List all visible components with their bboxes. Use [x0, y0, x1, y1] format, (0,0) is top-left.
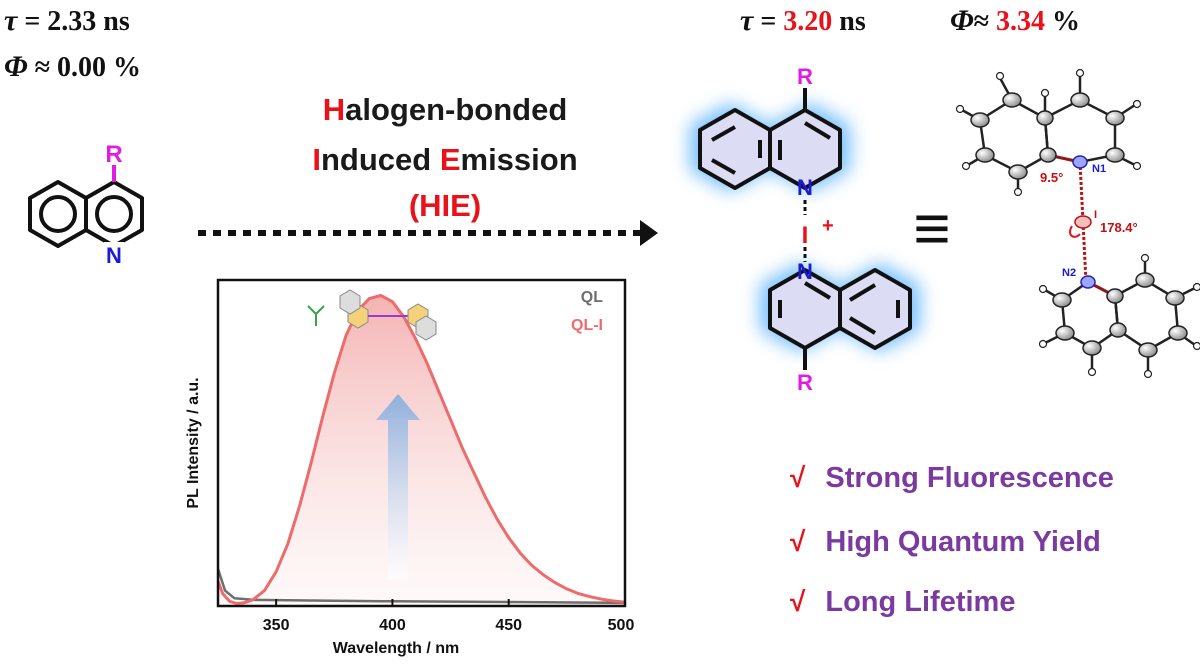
series-ql-i-line — [216, 294, 626, 605]
crystal-i-label: I — [1094, 209, 1097, 221]
dimer-n-bottom: N — [797, 259, 813, 284]
check-icon: √ — [790, 586, 806, 617]
title-initial-e: E — [439, 142, 461, 177]
iodine-label: I — [802, 222, 809, 249]
dimer-bottom-benzene — [838, 268, 912, 350]
tau-equals: = — [753, 6, 784, 37]
check-icon: √ — [790, 462, 806, 493]
feature-label-3: Long Lifetime — [825, 586, 1016, 618]
crystal-angle-2: 178.4° — [1100, 220, 1138, 235]
chart-y-axis-label: PL Intensity / a.u. — [185, 377, 202, 508]
dimer-r-top: R — [797, 64, 813, 89]
crystal-structure — [955, 68, 1200, 379]
monomer-n-label: N — [106, 243, 122, 268]
title-line-2: Induced Emission — [235, 142, 655, 178]
equivalence-symbol: ≡ — [913, 192, 950, 264]
monomer-aromatic-circle-1 — [39, 195, 77, 233]
intensity-increase-arrow — [376, 394, 420, 580]
title-initial-h: H — [322, 92, 346, 127]
x-tick-label: 350 — [263, 617, 290, 634]
pl-chart-ticks-layer: 350 400 450 500 — [263, 599, 635, 634]
feature-item-3: √ Long Lifetime — [790, 586, 1015, 619]
crystal-n1-label: N1 — [1092, 163, 1106, 175]
check-icon: √ — [790, 526, 806, 557]
monomer-benzene-ring — [28, 180, 88, 248]
monomer-r-label: R — [105, 141, 122, 168]
x-tick-label: 450 — [495, 617, 522, 634]
chart-x-axis-label: Wavelength / nm — [333, 640, 460, 657]
iodine-charge: + — [822, 215, 834, 237]
title-initial-i: I — [312, 142, 321, 177]
phi-symbol: Φ — [4, 50, 28, 83]
reaction-arrow-head — [640, 220, 658, 246]
feature-item-2: √ High Quantum Yield — [790, 526, 1101, 559]
dimer-r-bottom: R — [797, 370, 813, 395]
tau-symbol: τ — [4, 4, 18, 37]
pl-chart-frame — [216, 278, 627, 608]
right-lifetime: τ = 3.20 ns — [740, 4, 866, 38]
phi-symbol-right: Φ — [950, 4, 974, 37]
feature-label-1: Strong Fluorescence — [825, 462, 1114, 494]
right-quantum-yield: Φ≈ 3.34 % — [950, 4, 1080, 38]
title-rest-1: alogen-bonded — [345, 92, 568, 127]
crystal-n2-label: N2 — [1062, 267, 1076, 279]
left-lifetime-value: = 2.33 ns — [24, 6, 130, 37]
lifetime-unit: ns — [832, 6, 866, 37]
crystal-angle-1: 9.5° — [1040, 170, 1063, 185]
monomer-n-mask — [104, 242, 124, 264]
phi-approx: ≈ — [973, 6, 997, 37]
pl-chart: 350 400 450 500 Wavelength / nm PL Intensit… — [185, 278, 635, 657]
feature-item-1: √ Strong Fluorescence — [790, 462, 1114, 495]
quantum-yield-unit: % — [1045, 6, 1081, 37]
left-lifetime: τ = 2.33 ns — [4, 4, 130, 38]
dimer-structure — [698, 108, 912, 350]
dimer-n-top: N — [797, 175, 813, 200]
monomer-structure — [28, 165, 144, 248]
pl-chart-fill-layer — [218, 295, 625, 606]
monomer-aromatic-circle-2 — [95, 195, 133, 233]
title-abbreviation: (HIE) — [408, 188, 482, 223]
legend-ql-i: QL-I — [571, 317, 603, 334]
left-quantum-yield: Φ ≈ 0.00 % — [4, 50, 141, 84]
inset-molecule-icon — [307, 289, 437, 341]
legend-ql: QL — [581, 289, 603, 306]
monomer-pyridine-ring — [84, 180, 144, 248]
left-quantum-yield-value: ≈ 0.00 % — [34, 52, 142, 83]
series-ql-i-area — [218, 295, 625, 606]
title-rest-2: mission — [460, 142, 578, 177]
feature-label-2: High Quantum Yield — [825, 526, 1101, 558]
dimer-inner-bonds — [711, 88, 900, 370]
right-quantum-yield-value: 3.34 — [996, 6, 1046, 37]
x-tick-label: 400 — [379, 617, 406, 634]
right-lifetime-value: 3.20 — [783, 6, 833, 37]
x-tick-label: 500 — [608, 617, 635, 634]
title-mid-2: nduced — [320, 142, 440, 177]
title-line-1: Halogen-bonded — [235, 92, 655, 128]
tau-symbol-right: τ — [740, 4, 754, 37]
